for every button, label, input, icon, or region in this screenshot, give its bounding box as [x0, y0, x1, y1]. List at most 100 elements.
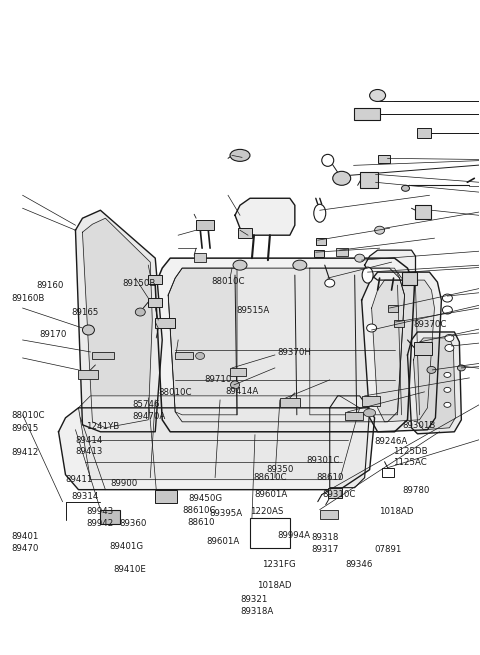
Bar	[387, 305, 397, 312]
Text: 88610: 88610	[317, 474, 344, 482]
Bar	[100, 510, 120, 523]
Ellipse shape	[457, 365, 465, 371]
Ellipse shape	[314, 204, 326, 222]
Bar	[155, 490, 177, 502]
Text: 1125AC: 1125AC	[393, 458, 427, 466]
Text: 89601A: 89601A	[254, 490, 288, 498]
Ellipse shape	[402, 185, 409, 191]
Text: 89401G: 89401G	[110, 542, 144, 551]
Text: 89301C: 89301C	[306, 457, 339, 465]
Polygon shape	[78, 396, 360, 479]
Bar	[280, 398, 300, 407]
Text: 89318: 89318	[312, 533, 339, 542]
Polygon shape	[365, 250, 416, 280]
Bar	[230, 368, 246, 376]
Ellipse shape	[293, 260, 307, 270]
Text: 89318A: 89318A	[240, 607, 273, 616]
Bar	[93, 352, 114, 359]
Text: 89370H: 89370H	[277, 348, 311, 357]
Text: 89942: 89942	[86, 519, 113, 528]
Text: 89395A: 89395A	[209, 509, 242, 517]
Ellipse shape	[230, 381, 240, 389]
Text: 88010C: 88010C	[11, 411, 45, 421]
Text: 89317: 89317	[312, 545, 339, 554]
Polygon shape	[372, 280, 434, 422]
Text: 89301B: 89301B	[403, 421, 436, 430]
Ellipse shape	[367, 324, 377, 332]
Ellipse shape	[374, 226, 384, 234]
Text: 89401: 89401	[11, 532, 38, 541]
Text: 89360: 89360	[120, 519, 147, 528]
Bar	[328, 488, 342, 498]
Text: 89410E: 89410E	[113, 565, 146, 574]
Bar	[155, 318, 175, 328]
Ellipse shape	[355, 254, 365, 262]
Text: 89900: 89900	[111, 479, 138, 487]
Polygon shape	[59, 408, 374, 490]
Ellipse shape	[444, 387, 451, 392]
Polygon shape	[83, 218, 152, 428]
Bar	[418, 128, 432, 138]
Text: 88610C: 88610C	[253, 474, 287, 482]
Bar	[314, 250, 324, 257]
Bar	[394, 320, 404, 327]
Polygon shape	[310, 268, 405, 415]
Polygon shape	[168, 268, 237, 415]
Text: 89246A: 89246A	[374, 438, 407, 446]
Bar	[361, 396, 380, 406]
Text: 89450G: 89450G	[188, 495, 222, 503]
Ellipse shape	[83, 325, 95, 335]
Text: 89314: 89314	[72, 492, 99, 500]
Text: 07891: 07891	[374, 545, 401, 554]
Bar	[316, 238, 326, 245]
Ellipse shape	[443, 306, 452, 314]
Polygon shape	[155, 258, 415, 432]
Bar	[250, 517, 290, 548]
Ellipse shape	[444, 373, 451, 377]
Ellipse shape	[445, 345, 454, 352]
Text: 88010C: 88010C	[158, 388, 192, 398]
Ellipse shape	[364, 409, 376, 417]
Text: 89310C: 89310C	[323, 491, 356, 499]
Text: 89615: 89615	[11, 424, 38, 434]
Polygon shape	[413, 338, 456, 430]
Bar	[345, 412, 363, 420]
Text: 89160B: 89160B	[11, 293, 45, 303]
Bar	[194, 253, 206, 262]
Text: 89780: 89780	[403, 487, 430, 495]
Bar	[336, 248, 348, 256]
Text: 89943: 89943	[86, 508, 113, 516]
Polygon shape	[408, 332, 461, 434]
Bar	[175, 352, 193, 359]
Bar	[382, 468, 394, 477]
Ellipse shape	[370, 90, 385, 102]
Text: 89150B: 89150B	[123, 278, 156, 288]
Bar	[196, 220, 214, 230]
Bar	[360, 172, 378, 188]
Text: 1220AS: 1220AS	[250, 508, 283, 516]
Text: 1125DB: 1125DB	[393, 447, 428, 456]
Bar	[148, 275, 162, 284]
Bar	[415, 342, 432, 355]
Text: 1241YB: 1241YB	[86, 422, 119, 432]
Text: 1018AD: 1018AD	[257, 581, 291, 590]
Ellipse shape	[333, 172, 351, 185]
Text: 89170: 89170	[39, 329, 66, 339]
Bar	[354, 109, 380, 121]
Bar	[402, 272, 418, 285]
Ellipse shape	[135, 308, 145, 316]
Text: 89160: 89160	[36, 280, 64, 290]
Text: 1231FG: 1231FG	[262, 559, 295, 569]
Polygon shape	[361, 272, 442, 432]
Polygon shape	[168, 268, 405, 422]
Bar	[238, 228, 252, 238]
Text: 88010C: 88010C	[211, 277, 245, 286]
Text: 88610C: 88610C	[182, 506, 216, 515]
Bar	[148, 298, 162, 307]
Text: 89994A: 89994A	[277, 531, 311, 540]
Text: 89370C: 89370C	[413, 320, 446, 329]
Text: 89470A: 89470A	[132, 412, 166, 421]
Text: 89710: 89710	[204, 375, 231, 384]
Polygon shape	[235, 198, 295, 235]
Bar	[320, 510, 338, 519]
